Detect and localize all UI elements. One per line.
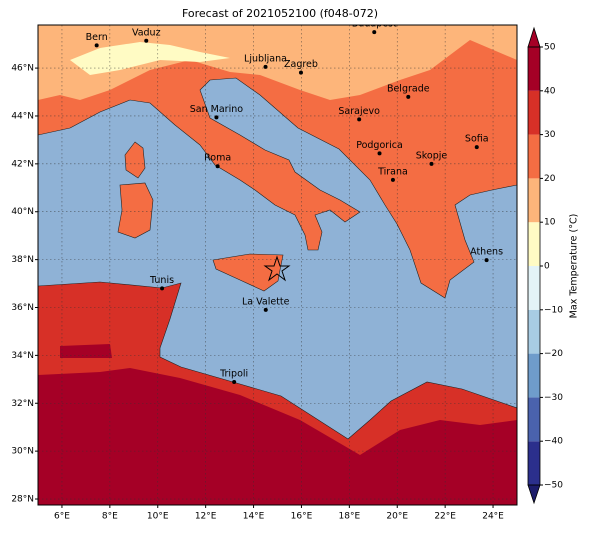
city-dot <box>232 379 237 384</box>
colorbar-tick-label: −20 <box>544 349 563 359</box>
colorbar-band <box>528 90 540 135</box>
x-tick-label: 18°E <box>339 512 361 522</box>
city-label: Tirana <box>377 166 408 177</box>
y-tick-label: 34°N <box>11 351 34 361</box>
city-dot <box>263 64 268 69</box>
colorbar-tick-label: 30 <box>544 130 556 140</box>
colorbar-band <box>528 309 540 354</box>
colorbar: −50 −40 −30 −20 −10 0 10 20 30 40 50 Max Temperatur… <box>527 26 580 505</box>
city-dot <box>357 117 362 122</box>
corsica <box>124 141 146 179</box>
city-dot <box>377 151 382 156</box>
city-dot <box>390 177 395 182</box>
x-tick-label: 22°E <box>434 512 456 522</box>
city-label: Bern <box>86 32 108 43</box>
colorbar-tick-label: −50 <box>544 481 563 491</box>
y-tick-label: 28°N <box>11 495 34 505</box>
x-tick-label: 12°E <box>195 512 217 522</box>
y-tick-label: 30°N <box>11 447 34 457</box>
y-tick-label: 38°N <box>11 255 34 265</box>
city-label: San Marino <box>190 104 243 115</box>
colorbar-tick-label: −40 <box>544 437 563 447</box>
axes: 6°E 8°E 10°E 12°E 14°E 16°E 18°E 20°E 22°E 24°E 28… <box>11 64 504 522</box>
city-dot <box>484 258 489 263</box>
y-tick-label: 36°N <box>11 303 34 313</box>
city-label: Belgrade <box>387 83 430 94</box>
colorbar-tick-label: 50 <box>544 43 556 53</box>
colorbar-band <box>528 134 540 179</box>
city-label: Sofia <box>465 134 489 145</box>
city-label: Athens <box>470 247 503 258</box>
colorbar-band <box>528 441 540 485</box>
star-marker <box>263 255 291 282</box>
x-tick-label: 14°E <box>243 512 265 522</box>
colorbar-extend-high <box>527 26 541 48</box>
colorbar-tick-label: 0 <box>544 262 550 272</box>
y-tick-label: 42°N <box>11 159 34 169</box>
city-label: Podgorica <box>356 140 403 151</box>
y-tick-label: 32°N <box>11 399 34 409</box>
colorbar-extend-low <box>527 484 541 505</box>
city-dot <box>372 30 377 35</box>
colorbar-label: Max Temperature (°C) <box>569 214 580 319</box>
city-dot <box>263 307 268 312</box>
city-label: Budapest <box>352 19 397 30</box>
city-label: Zagreb <box>284 59 318 70</box>
x-tick-label: 6°E <box>54 512 70 522</box>
colorbar-band <box>528 178 540 223</box>
y-tick-label: 46°N <box>11 64 34 74</box>
x-tick-label: 10°E <box>147 512 169 522</box>
city-label: La Valette <box>242 296 290 307</box>
city-dot <box>144 38 149 43</box>
colorbar-tick-label: 10 <box>544 218 556 228</box>
city-label: Vaduz <box>132 27 161 38</box>
colorbar-band <box>528 353 540 398</box>
x-tick-label: 24°E <box>482 512 504 522</box>
colorbar-tick-label: 40 <box>544 86 556 96</box>
y-tick-label: 40°N <box>11 207 34 217</box>
y-tick-label: 44°N <box>11 111 34 121</box>
hot-patch <box>60 344 112 358</box>
x-tick-label: 20°E <box>386 512 408 522</box>
colorbar-tick-label: 20 <box>544 174 556 184</box>
city-dot <box>94 43 99 48</box>
city-dot <box>474 145 479 150</box>
city-dot <box>214 115 219 120</box>
colorbar-tick-label: −30 <box>544 393 563 403</box>
colorbar-band <box>528 397 540 442</box>
colorbar-tick-label: −10 <box>544 305 563 315</box>
title: Forecast of 2021052100 (f048-072) <box>182 7 378 20</box>
city-dot <box>298 70 303 75</box>
colorbar-band <box>528 47 540 91</box>
city-dot <box>215 164 220 169</box>
colorbar-band <box>528 266 540 310</box>
city-dot <box>429 161 434 166</box>
grid <box>38 25 517 505</box>
city-label: Tunis <box>149 275 174 286</box>
frame <box>37 24 518 506</box>
sicily <box>212 253 284 292</box>
city-label: Sarajevo <box>338 106 380 117</box>
city-label: Tripoli <box>219 368 248 379</box>
city-label: Ljubljana <box>244 53 287 64</box>
city-label: Skopje <box>416 150 448 161</box>
colorbar-band <box>528 222 540 266</box>
city-dot <box>160 286 165 291</box>
x-tick-label: 8°E <box>102 512 118 522</box>
city-dot <box>406 94 411 99</box>
city-label: Roma <box>204 153 231 164</box>
warm-zone <box>38 25 517 100</box>
x-tick-label: 16°E <box>291 512 313 522</box>
sardinia <box>117 182 154 239</box>
